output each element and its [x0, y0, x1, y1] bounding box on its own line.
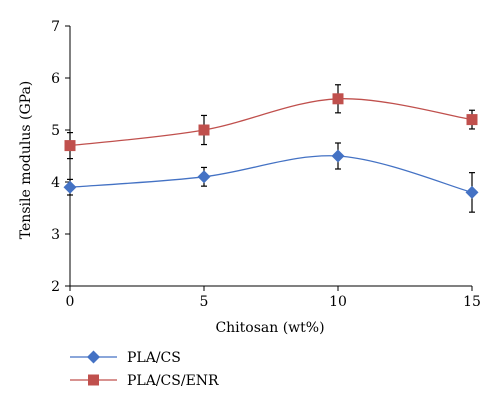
x-tick-label: 10	[329, 294, 347, 310]
legend-item: PLA/CS	[70, 350, 181, 366]
series-layer	[63, 84, 479, 213]
series-line	[69, 98, 473, 147]
data-point	[331, 149, 345, 163]
data-point	[63, 180, 77, 194]
x-tick-label: 5	[200, 294, 209, 310]
data-point	[198, 124, 210, 136]
data-point	[332, 93, 344, 105]
y-tick-label: 7	[51, 19, 60, 35]
y-tick-label: 6	[51, 71, 60, 87]
axes: 2 3 4 5 6 7 0 5 10 15	[51, 19, 481, 310]
legend-item: PLA/CS/ENR	[70, 373, 219, 389]
legend-label: PLA/CS/ENR	[127, 373, 219, 389]
y-tick-label: 3	[51, 227, 60, 243]
data-point	[197, 170, 211, 184]
y-tick-label: 2	[51, 279, 60, 295]
y-axis-label: Tensile modulus (GPa)	[18, 81, 34, 239]
x-tick-label: 0	[66, 294, 75, 310]
data-point	[64, 140, 76, 152]
series-2	[64, 84, 478, 160]
x-tick-label: 15	[463, 294, 481, 310]
x-axis-label: Chitosan (wt%)	[215, 320, 324, 336]
y-tick-label: 4	[51, 175, 60, 191]
legend-marker	[87, 350, 100, 364]
data-point	[465, 185, 479, 199]
legend: PLA/CS PLA/CS/ENR	[70, 350, 219, 389]
legend-label: PLA/CS	[127, 350, 181, 366]
series-line	[69, 155, 473, 194]
series-1	[63, 142, 479, 213]
data-point	[466, 114, 478, 126]
y-tick-label: 5	[51, 123, 60, 139]
legend-marker	[88, 374, 99, 386]
